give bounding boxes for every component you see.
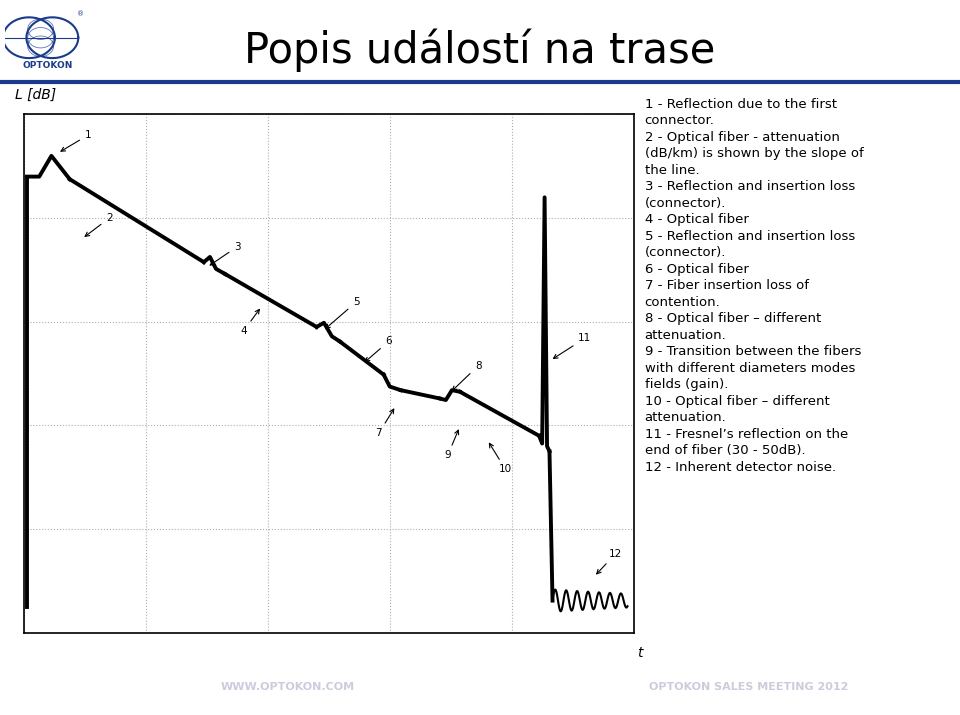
Text: 8: 8 [452,361,482,390]
Text: 12: 12 [597,549,622,574]
Text: ®: ® [77,11,84,17]
Text: 6: 6 [366,337,392,362]
Text: 5: 5 [325,297,360,328]
Text: 4: 4 [240,310,259,336]
Text: t: t [636,646,642,660]
Text: 1: 1 [61,130,91,151]
Text: 2: 2 [85,213,112,237]
Text: 10: 10 [490,443,512,475]
Text: OPTOKON: OPTOKON [23,61,73,69]
Text: 9: 9 [444,430,459,460]
Text: OPTOKON SALES MEETING 2012: OPTOKON SALES MEETING 2012 [649,682,849,692]
Text: Popis událostí na trase: Popis událostí na trase [244,29,716,72]
Text: 11: 11 [554,333,591,358]
Text: 7: 7 [375,409,394,438]
Text: WWW.OPTOKON.COM: WWW.OPTOKON.COM [221,682,355,692]
Text: L [dB]: L [dB] [14,87,56,102]
Text: 1 - Reflection due to the first
connector.
2 - Optical fiber - attenuation
(dB/k: 1 - Reflection due to the first connecto… [645,97,863,473]
Text: 3: 3 [210,242,241,265]
